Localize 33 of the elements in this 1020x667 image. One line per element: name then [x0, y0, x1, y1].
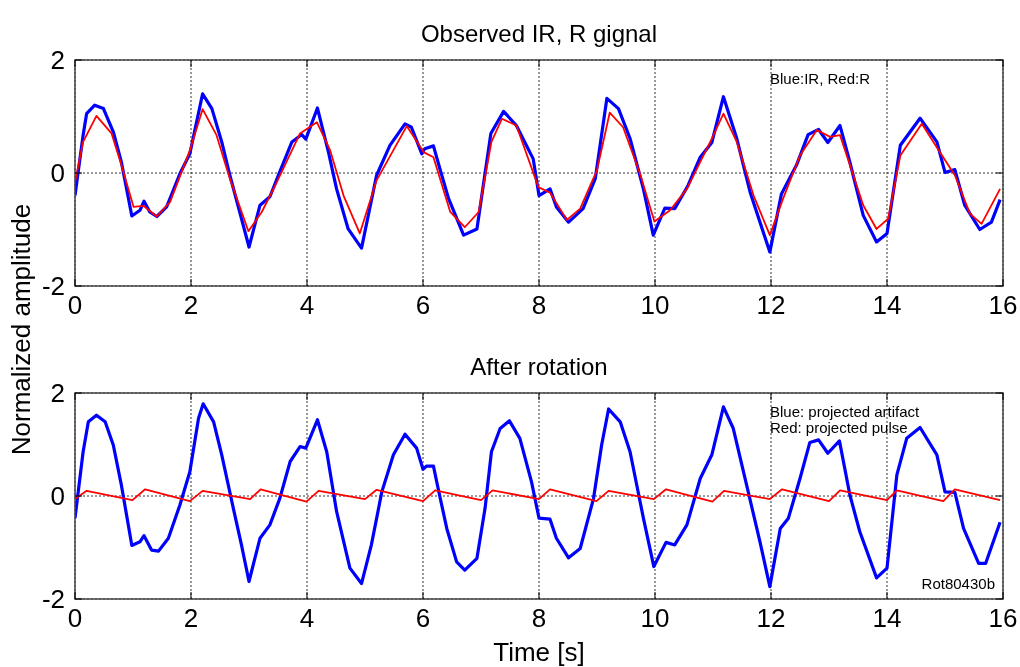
y-axis-title: Normalized amplitude	[6, 203, 36, 456]
x-tick-label: 4	[299, 290, 315, 320]
y-tick-label: 2	[50, 378, 65, 409]
y-tick-label: -2	[41, 584, 65, 615]
line-series	[75, 402, 1002, 589]
x-tick-label: 12	[756, 603, 786, 633]
y-tick-label: 2	[50, 45, 65, 76]
chart-title: After rotation	[470, 353, 608, 380]
y-tick-label: 0	[50, 158, 65, 189]
chart-title: Observed IR, R gignal	[420, 20, 658, 47]
x-tick-label: 12	[756, 290, 786, 320]
x-tick-label: 6	[415, 603, 431, 633]
x-tick-label: 14	[872, 603, 902, 633]
annotation: Red: projected pulse	[770, 419, 908, 436]
x-tick-label: 2	[183, 603, 199, 633]
x-tick-label: 10	[640, 290, 670, 320]
line-series	[75, 488, 1001, 503]
x-tick-label: 8	[531, 290, 547, 320]
x-tick-label: 2	[183, 290, 199, 320]
x-tick-label: 10	[640, 603, 670, 633]
x-tick-label: 6	[415, 290, 431, 320]
x-tick-label: 14	[872, 290, 902, 320]
line-series	[75, 108, 1001, 237]
x-tick-label: 4	[299, 603, 315, 633]
y-tick-label: -2	[41, 271, 65, 302]
annotation: Blue: projected artifact	[770, 403, 921, 420]
x-tick-label: 16	[988, 290, 1018, 320]
annotation: Blue:IR, Red:R	[770, 70, 871, 87]
annotation: Rot80430b	[921, 575, 995, 592]
x-tick-label: 16	[988, 603, 1018, 633]
x-tick-label: 8	[531, 603, 547, 633]
x-axis-title: Time [s]	[493, 637, 585, 667]
y-tick-label: 0	[50, 481, 65, 512]
